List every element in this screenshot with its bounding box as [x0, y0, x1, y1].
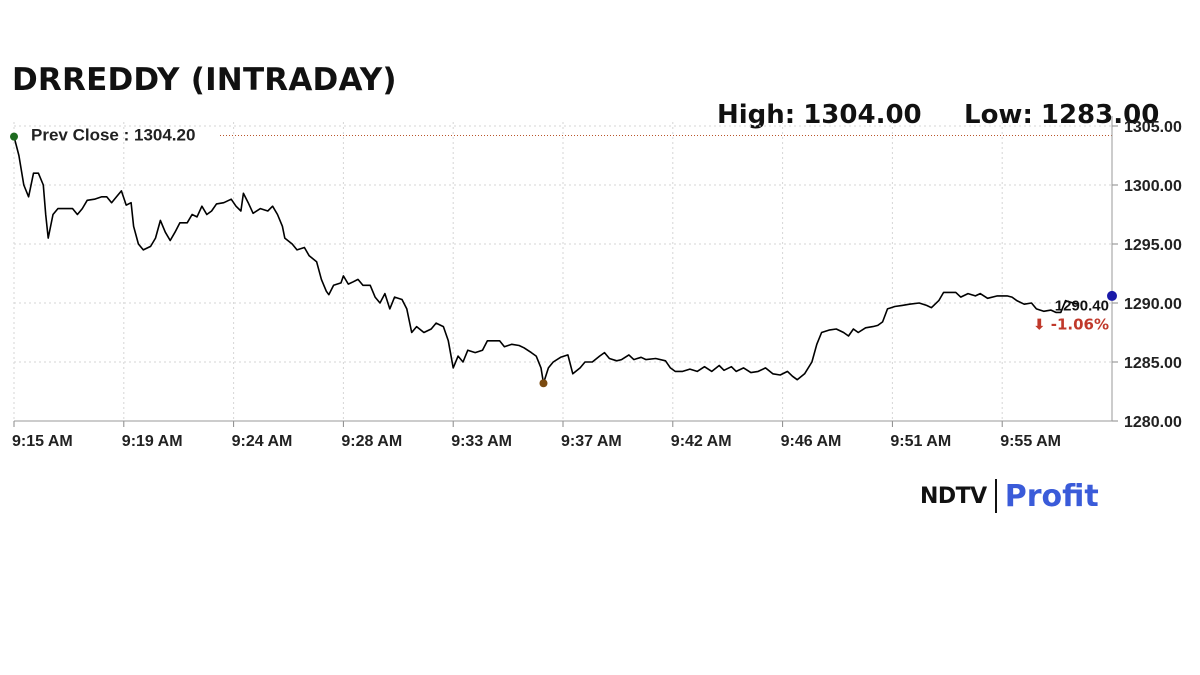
high-label: High: — [717, 100, 796, 130]
y-tick-label: 1285.00 — [1124, 355, 1182, 372]
prev-close-label: Prev Close : 1304.20 — [31, 125, 195, 144]
chart-title: DRREDDY (INTRADAY) — [12, 62, 397, 98]
y-tick-label: 1295.00 — [1124, 237, 1182, 254]
last-price-label: 1290.40 — [1055, 297, 1109, 314]
x-tick-label: 9:55 AM — [1000, 433, 1061, 450]
x-tick-label: 9:46 AM — [781, 433, 842, 450]
x-tick-label: 9:51 AM — [890, 433, 951, 450]
y-tick-label: 1290.00 — [1124, 296, 1182, 313]
x-tick-label: 9:15 AM — [12, 433, 73, 450]
price-series-line — [13, 136, 1078, 384]
last-price-marker — [1107, 290, 1117, 301]
low-label: Low: — [964, 100, 1033, 130]
low-value: 1283.00 — [1040, 100, 1160, 130]
ndtv-profit-logo: NDTV Profit — [920, 476, 1099, 516]
y-tick-label: 1300.00 — [1124, 178, 1182, 195]
x-tick-label: 9:19 AM — [122, 433, 183, 450]
x-tick-label: 9:37 AM — [561, 433, 622, 450]
logo-profit-text: Profit — [1004, 478, 1099, 514]
logo-ndtv-text: NDTV — [920, 483, 987, 509]
axis-layer: 9:15 AM 9:19 AM 9:24 AM 9:28 AM 9:33 AM 9:37 … — [12, 116, 1182, 450]
y-tick-label: 1280.00 — [1124, 414, 1182, 431]
x-tick-label: 9:42 AM — [671, 433, 732, 450]
x-tick-label: 9:24 AM — [232, 433, 293, 450]
marker-layer: 1290.40⬇ -1.06% — [10, 132, 1117, 388]
grid-layer — [13, 122, 1112, 422]
open-marker — [10, 132, 18, 141]
series-layer — [13, 136, 1078, 384]
y-tick-label: 1305.00 — [1124, 119, 1182, 136]
x-tick-label: 9:33 AM — [451, 433, 512, 450]
low-readout: Low: 1283.00 — [964, 100, 1159, 130]
high-readout: High: 1304.00 — [717, 100, 922, 130]
day-low-marker — [539, 379, 548, 388]
x-tick-label: 9:28 AM — [341, 433, 402, 450]
logo-divider — [994, 479, 997, 513]
high-value: 1304.00 — [803, 100, 922, 130]
price-change-label: ⬇ -1.06% — [1033, 315, 1109, 333]
